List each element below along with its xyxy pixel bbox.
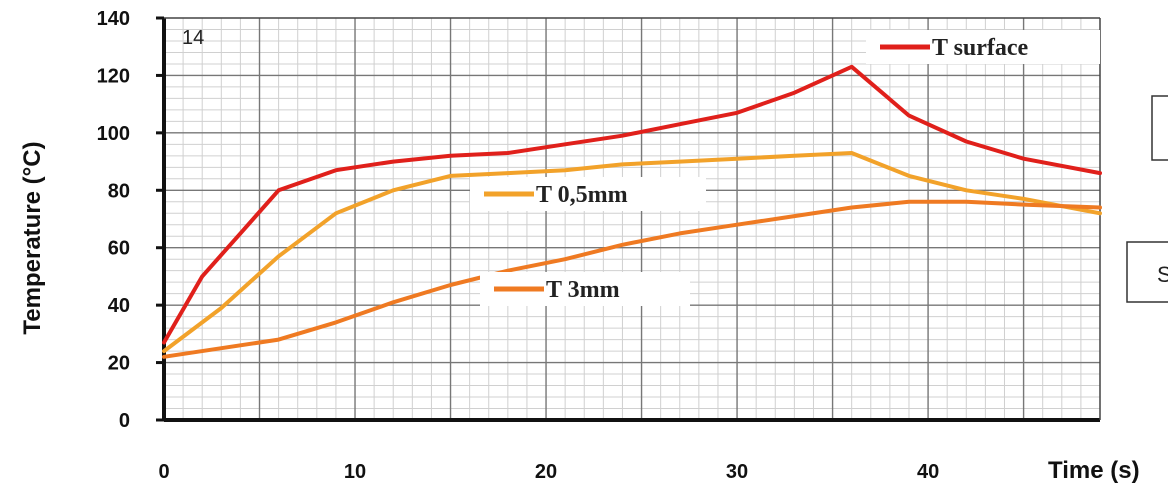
series-line-2 (162, 199, 1102, 359)
y-tick-label: 140 (97, 8, 130, 30)
y-tick-label: 40 (108, 295, 130, 317)
y-tick-label: 0 (119, 410, 130, 432)
plot-background (164, 18, 1100, 420)
x-tick-label: 20 (535, 461, 557, 483)
series-line-1 (162, 151, 1102, 354)
y-tick-label: 120 (97, 65, 130, 87)
x-tick-label: 30 (726, 461, 748, 483)
legend-label: T surface (932, 35, 1029, 61)
series-line-0 (162, 64, 1102, 345)
y-axis-title: Temperature (°C) (19, 141, 46, 334)
y-tick-label: 80 (108, 180, 130, 202)
y-tick-label: 20 (108, 353, 130, 375)
legend: T surface T 0,5mm T 3mm (470, 30, 1100, 306)
legend-label: T 0,5mm (536, 182, 628, 208)
corner-label: 14 (182, 27, 204, 49)
minor-gridlines (164, 18, 1100, 420)
x-tick-label: 40 (917, 461, 939, 483)
y-tick-label: 100 (97, 123, 130, 145)
side-box-text: S (1157, 262, 1168, 287)
major-gridlines (164, 18, 1100, 420)
side-box-lower (1126, 241, 1168, 303)
series-lines (162, 64, 1102, 359)
x-tick-label: 10 (344, 461, 366, 483)
plot-area (164, 18, 1100, 420)
tick-labels: 0 20 40 60 80 100 120 140 0 10 20 30 40 (97, 8, 940, 483)
y-tick-label: 60 (108, 238, 130, 260)
side-box-upper (1151, 95, 1168, 161)
x-tick-label: 0 (158, 461, 169, 483)
x-axis-title: Time (s) (1048, 457, 1140, 484)
legend-label: T 3mm (546, 277, 620, 303)
